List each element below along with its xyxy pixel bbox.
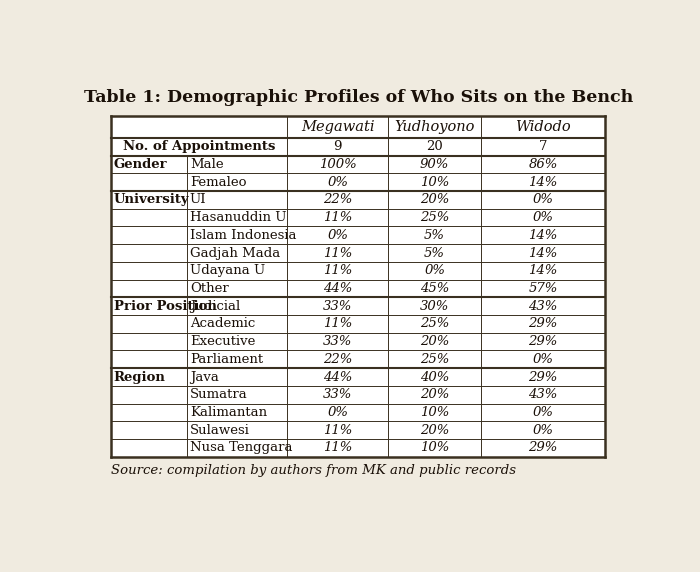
Bar — [111, 116, 606, 456]
Text: UI: UI — [190, 193, 206, 206]
Text: 9: 9 — [334, 140, 342, 153]
Text: Java: Java — [190, 371, 218, 383]
Text: Academic: Academic — [190, 317, 255, 331]
Text: 0%: 0% — [533, 211, 554, 224]
Text: Parliament: Parliament — [190, 353, 263, 366]
Text: 14%: 14% — [528, 264, 558, 277]
Text: 29%: 29% — [528, 371, 558, 383]
Text: 7: 7 — [539, 140, 547, 153]
Text: Prior Position: Prior Position — [114, 300, 217, 313]
Text: Table 1: Demographic Profiles of Who Sits on the Bench: Table 1: Demographic Profiles of Who Sit… — [84, 89, 634, 106]
Text: 11%: 11% — [323, 247, 353, 260]
Text: 20: 20 — [426, 140, 443, 153]
Text: 100%: 100% — [319, 158, 357, 171]
Text: Udayana U: Udayana U — [190, 264, 265, 277]
Text: 57%: 57% — [528, 282, 558, 295]
Text: 11%: 11% — [323, 211, 353, 224]
Text: 20%: 20% — [420, 193, 449, 206]
Text: 44%: 44% — [323, 282, 353, 295]
Text: 29%: 29% — [528, 317, 558, 331]
Text: 33%: 33% — [323, 388, 353, 401]
Text: Gadjah Mada: Gadjah Mada — [190, 247, 280, 260]
Text: Kalimantan: Kalimantan — [190, 406, 267, 419]
Text: Other: Other — [190, 282, 228, 295]
Text: Source: compilation by authors from MK and public records: Source: compilation by authors from MK a… — [111, 464, 516, 478]
Text: 10%: 10% — [420, 442, 449, 454]
Text: 0%: 0% — [533, 424, 554, 436]
Text: Executive: Executive — [190, 335, 256, 348]
Text: 25%: 25% — [420, 353, 449, 366]
Text: 0%: 0% — [328, 406, 349, 419]
Text: 0%: 0% — [533, 353, 554, 366]
Text: 0%: 0% — [533, 406, 554, 419]
Text: 11%: 11% — [323, 424, 353, 436]
Text: 20%: 20% — [420, 335, 449, 348]
Text: 10%: 10% — [420, 406, 449, 419]
Text: Region: Region — [114, 371, 166, 383]
Text: Nusa Tenggara: Nusa Tenggara — [190, 442, 293, 454]
Bar — [111, 138, 287, 156]
Text: 33%: 33% — [323, 335, 353, 348]
Text: 40%: 40% — [420, 371, 449, 383]
Text: No. of Appointments: No. of Appointments — [123, 140, 275, 153]
Text: 20%: 20% — [420, 424, 449, 436]
Text: 45%: 45% — [420, 282, 449, 295]
Text: 11%: 11% — [323, 264, 353, 277]
Text: 0%: 0% — [533, 193, 554, 206]
Text: Islam Indonesia: Islam Indonesia — [190, 229, 296, 242]
Text: Femaleo: Femaleo — [190, 176, 246, 189]
Text: Judicial: Judicial — [190, 300, 240, 313]
Text: 0%: 0% — [328, 229, 349, 242]
Text: Megawati: Megawati — [301, 120, 374, 134]
Text: Male: Male — [190, 158, 223, 171]
Text: 44%: 44% — [323, 371, 353, 383]
Text: 25%: 25% — [420, 317, 449, 331]
Text: 29%: 29% — [528, 442, 558, 454]
Text: 33%: 33% — [323, 300, 353, 313]
Text: 0%: 0% — [424, 264, 445, 277]
Text: 29%: 29% — [528, 335, 558, 348]
Text: Hasanuddin U: Hasanuddin U — [190, 211, 286, 224]
Text: 90%: 90% — [420, 158, 449, 171]
Text: Sumatra: Sumatra — [190, 388, 248, 401]
Text: University: University — [114, 193, 190, 206]
Text: 14%: 14% — [528, 247, 558, 260]
Text: 25%: 25% — [420, 211, 449, 224]
Text: 5%: 5% — [424, 229, 445, 242]
Text: 0%: 0% — [328, 176, 349, 189]
Text: 20%: 20% — [420, 388, 449, 401]
Text: 11%: 11% — [323, 317, 353, 331]
Text: 43%: 43% — [528, 388, 558, 401]
Text: 86%: 86% — [528, 158, 558, 171]
Text: 22%: 22% — [323, 193, 353, 206]
Text: Widodo: Widodo — [515, 120, 571, 134]
Text: 43%: 43% — [528, 300, 558, 313]
Text: 14%: 14% — [528, 229, 558, 242]
Text: 11%: 11% — [323, 442, 353, 454]
Text: 22%: 22% — [323, 353, 353, 366]
Text: 5%: 5% — [424, 247, 445, 260]
Text: Sulawesi: Sulawesi — [190, 424, 250, 436]
Text: Gender: Gender — [114, 158, 167, 171]
Text: 10%: 10% — [420, 176, 449, 189]
Text: 14%: 14% — [528, 176, 558, 189]
Text: Yudhoyono: Yudhoyono — [395, 120, 475, 134]
Text: 30%: 30% — [420, 300, 449, 313]
